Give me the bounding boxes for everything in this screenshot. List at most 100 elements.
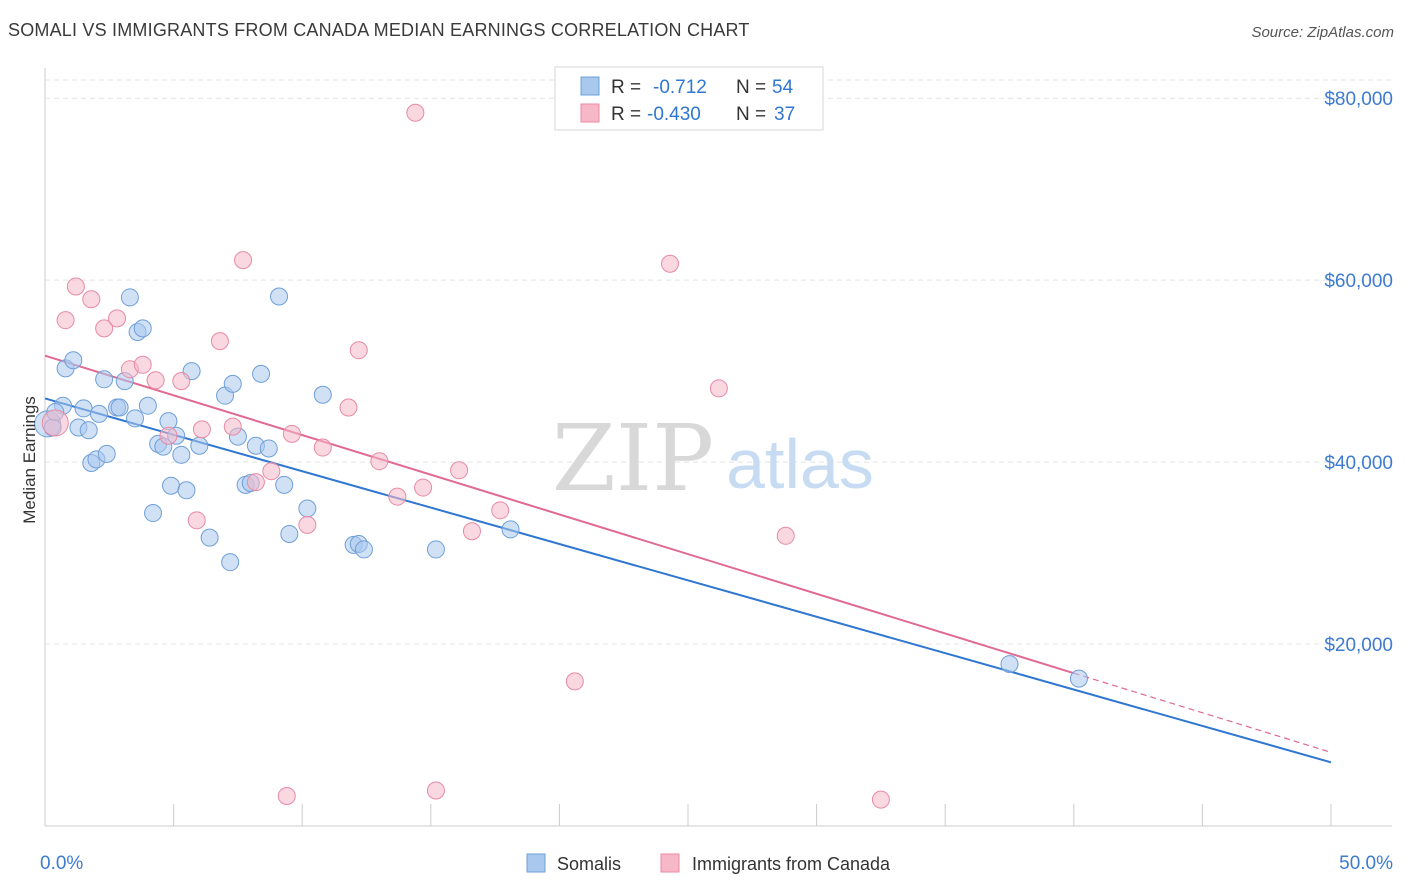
somalis-point: [259, 439, 278, 458]
somalis-point: [298, 499, 317, 518]
somalis-point: [313, 385, 332, 404]
canada-point: [491, 501, 510, 520]
somalis-point: [79, 421, 98, 440]
somalis-point: [74, 399, 93, 418]
canada-point: [41, 409, 69, 437]
legend-label-somalis: Somalis: [557, 854, 621, 874]
canada-point: [709, 379, 728, 398]
trend-lines: [44, 354, 1332, 764]
y-tick-labels: $20,000 $40,000 $60,000 $80,000: [1324, 89, 1393, 656]
grid-lines: [45, 79, 1392, 645]
y-tick-label: $40,000: [1324, 453, 1393, 474]
watermark-zip: ZIP: [552, 405, 714, 512]
axes: [44, 68, 1392, 827]
canada-point: [82, 290, 101, 309]
somalis-point: [177, 481, 196, 500]
y-tick-label: $60,000: [1324, 271, 1393, 292]
canada-point: [172, 372, 191, 391]
canada-point: [406, 103, 425, 122]
somalis-point: [223, 374, 242, 393]
data-points: [34, 103, 1088, 809]
somalis-point: [172, 445, 191, 464]
canada-point: [565, 672, 584, 691]
trend-line: [44, 354, 1075, 675]
somalis-point: [90, 404, 109, 423]
x-tick-label: 0.0%: [40, 853, 83, 874]
canada-point: [414, 478, 433, 497]
somalis-point: [1069, 669, 1088, 688]
stats-n-value: 37: [774, 104, 795, 125]
somalis-point: [426, 540, 445, 559]
canada-point: [388, 487, 407, 506]
legend-swatch-canada: [660, 853, 680, 873]
source-label: Source: ZipAtlas.com: [1251, 24, 1394, 41]
stats-r-value: -0.712: [653, 77, 707, 98]
y-tick-label: $20,000: [1324, 635, 1393, 656]
legend-swatch-canada: [580, 103, 600, 123]
canada-point: [262, 462, 281, 481]
stats-n-label: N =: [736, 104, 766, 125]
series-legend: Somalis Immigrants from Canada: [526, 853, 891, 874]
stats-n-label: N =: [736, 77, 766, 98]
canada-point: [246, 473, 265, 492]
somalis-point: [133, 319, 152, 338]
chart-title: SOMALI VS IMMIGRANTS FROM CANADA MEDIAN …: [8, 20, 750, 40]
x-tick-label: 50.0%: [1339, 853, 1393, 874]
somalis-point: [354, 540, 373, 559]
x-tick-labels: 0.0% 50.0%: [40, 853, 1393, 874]
stats-r-label: R =: [611, 77, 641, 98]
somalis-point: [200, 528, 219, 547]
canada-point: [277, 786, 296, 805]
canada-point: [282, 424, 301, 443]
canada-point: [187, 511, 206, 530]
canada-point: [349, 341, 368, 360]
watermark-atlas: atlas: [726, 425, 874, 503]
y-tick-label: $80,000: [1324, 89, 1393, 110]
canada-point: [339, 398, 358, 417]
trend-line-extension: [1073, 672, 1332, 753]
somalis-point: [144, 504, 163, 523]
somalis-point: [95, 370, 114, 389]
legend-swatch-somalis: [580, 76, 600, 96]
somalis-point: [280, 524, 299, 543]
canada-point: [313, 438, 332, 457]
stats-n-value: 54: [772, 77, 794, 98]
canada-point: [223, 417, 242, 436]
canada-point: [133, 355, 152, 374]
canada-point: [146, 371, 165, 390]
canada-point: [56, 311, 75, 330]
canada-point: [450, 461, 469, 480]
trend-line: [44, 397, 1332, 764]
canada-point: [95, 319, 114, 338]
canada-point: [210, 332, 229, 351]
legend-label-canada: Immigrants from Canada: [692, 854, 891, 874]
canada-point: [298, 515, 317, 534]
somalis-point: [221, 553, 240, 572]
canada-point: [871, 790, 890, 809]
canada-point: [234, 251, 253, 270]
stats-r-value: -0.430: [647, 104, 701, 125]
canada-point: [426, 781, 445, 800]
canada-point: [159, 426, 178, 445]
canada-point: [660, 254, 679, 273]
somalis-point: [190, 436, 209, 455]
somalis-point: [120, 288, 139, 307]
canada-point: [108, 309, 127, 328]
stats-legend: R = -0.712 N = 54 R = -0.430 N = 37: [554, 66, 824, 131]
watermark: ZIP atlas: [552, 405, 874, 512]
somalis-point: [97, 444, 116, 463]
somalis-point: [138, 396, 157, 415]
canada-point: [66, 277, 85, 296]
somalis-point: [275, 475, 294, 494]
somalis-point: [162, 476, 181, 495]
canada-point: [776, 526, 795, 545]
stats-r-label: R =: [611, 104, 641, 125]
somalis-point: [64, 351, 83, 370]
canada-point: [192, 420, 211, 439]
canada-point: [462, 522, 481, 541]
somalis-point: [252, 364, 271, 383]
canada-point: [370, 452, 389, 471]
somalis-point: [1000, 655, 1019, 674]
somalis-point: [126, 409, 145, 428]
